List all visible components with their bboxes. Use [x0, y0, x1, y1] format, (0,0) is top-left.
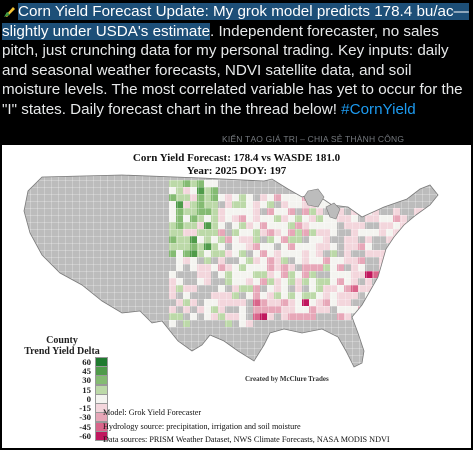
legend-row: -60: [61, 431, 108, 442]
note-data-sources: Data sources: PRISM Weather Dataset, NWS…: [103, 435, 390, 444]
county-cell: [365, 313, 372, 320]
map-notes: Model: Grok Yield Forecaster Hydrology s…: [103, 406, 390, 447]
county-cell: [400, 229, 407, 236]
county-cell: [330, 194, 337, 201]
county-cell: [379, 285, 386, 292]
legend-row: 60: [61, 356, 108, 367]
legend-label: 30: [82, 375, 91, 386]
legend: 60 45 30 15 0 -15 -30 -45 -60: [61, 356, 108, 442]
county-cell: [414, 229, 421, 236]
legend-row: 45: [61, 365, 108, 376]
county-cell: [414, 222, 421, 229]
legend-label: -30: [79, 412, 91, 423]
county-cell: [407, 271, 414, 278]
county-cell: [400, 257, 407, 264]
legend-label: 45: [82, 365, 91, 376]
legend-row: 30: [61, 375, 108, 386]
legend-label: -60: [79, 431, 91, 442]
map-title: Corn Yield Forecast: 178.4 vs WASDE 181.…: [132, 152, 341, 164]
note-model: Model: Grok Yield Forecaster: [103, 408, 202, 417]
county-cell: [386, 299, 393, 306]
county-cell: [365, 299, 372, 306]
county-cell: [386, 278, 393, 285]
county-cell: [364, 311, 371, 318]
county-cell: [414, 257, 421, 264]
tweet-body-text: . Independent forecaster, no sales pitch…: [2, 22, 463, 118]
legend-row: 15: [61, 384, 108, 395]
map-image[interactable]: Corn Yield Forecast: 178.4 vs WASDE 181.…: [2, 145, 471, 448]
county-cell: [372, 292, 379, 299]
county-cell: [386, 264, 393, 271]
hashtag-link[interactable]: #CornYield: [341, 100, 416, 118]
legend-label: 0: [86, 393, 91, 404]
map-subtitle: Year: 2025 DOY: 197: [186, 165, 287, 177]
map-credit: Created by McClure Trades: [245, 375, 329, 383]
note-hydrology: Hydrology source: precipitation, irrigat…: [103, 421, 301, 431]
legend-title-line-2: Trend Yield Delta: [24, 346, 100, 357]
county-cell: [379, 313, 386, 320]
county-cell: [379, 306, 386, 313]
county-cell: [400, 271, 407, 278]
county-cell: [372, 306, 379, 313]
legend-row: -15: [61, 403, 108, 414]
tweet-text: Corn Yield Forecast Update: My grok mode…: [2, 2, 471, 120]
county-cell: [407, 236, 414, 243]
legend-row: 0: [61, 393, 108, 404]
county-cell: [414, 236, 421, 243]
county-cell: [400, 250, 407, 257]
county-cell: [421, 271, 428, 278]
county-cell: [372, 313, 379, 320]
county-cell: [400, 243, 407, 250]
county-cell: [378, 318, 385, 325]
county-cell: [414, 271, 421, 278]
county-cell: [407, 250, 414, 257]
county-cell: [386, 257, 393, 264]
watermark-text: KIẾN TẠO GIÁ TRỊ – CHIA SẺ THÀNH CÔNG: [222, 134, 405, 144]
county-cell: [393, 250, 400, 257]
county-cell: [414, 264, 421, 271]
county-cell: [372, 299, 379, 306]
corn-emoji-icon: [4, 7, 15, 17]
legend-title: County Trend Yield Delta: [22, 335, 102, 357]
county-cell: [379, 292, 386, 299]
county-cell: [386, 292, 393, 299]
legend-label: 60: [82, 356, 91, 367]
legend-row: -45: [61, 421, 108, 432]
legend-title-line-1: County: [46, 335, 78, 346]
legend-swatch: [95, 431, 108, 442]
county-cell: [386, 313, 393, 320]
county-cell: [407, 229, 414, 236]
legend-label: 15: [82, 384, 91, 395]
county-cell: [407, 257, 414, 264]
county-cell: [379, 299, 386, 306]
legend-row: -30: [61, 412, 108, 423]
county-cell: [379, 278, 386, 285]
county-cell: [393, 257, 400, 264]
county-cell: [414, 243, 421, 250]
county-cell: [358, 313, 365, 320]
county-cell: [386, 306, 393, 313]
county-cell: [393, 271, 400, 278]
legend-label: -45: [79, 421, 91, 432]
county-cell: [407, 222, 414, 229]
county-cell: [379, 271, 386, 278]
county-cell: [371, 318, 378, 325]
county-cell: [421, 229, 428, 236]
county-cell: [371, 311, 378, 318]
legend-label: -15: [79, 403, 91, 414]
us-county-map: [23, 174, 439, 368]
